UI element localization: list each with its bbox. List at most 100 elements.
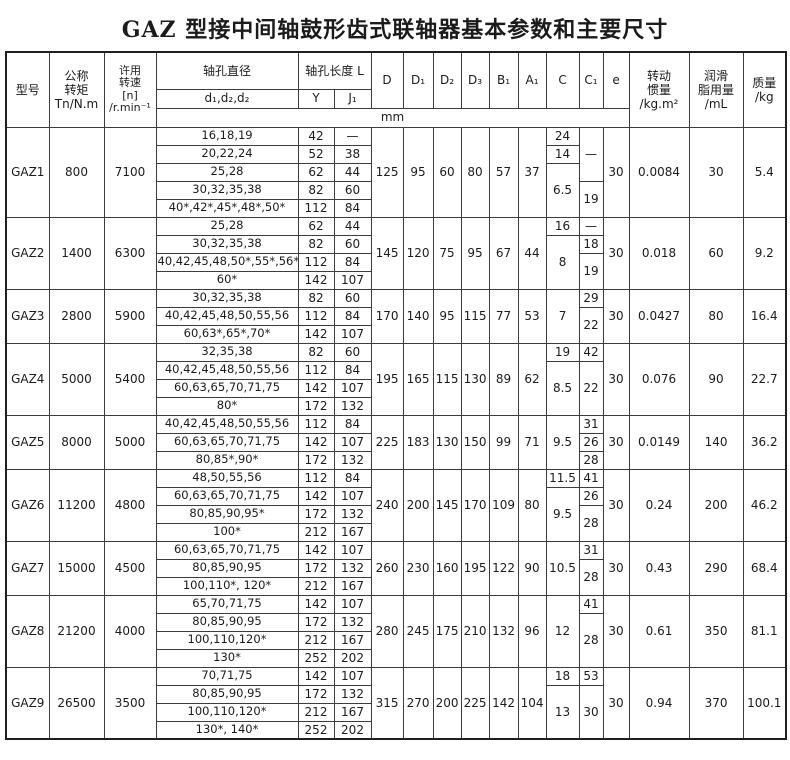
model-cell: GAZ3 [5, 288, 50, 344]
length-j1-cell: 84 [333, 252, 372, 272]
length-y-cell: 112 [297, 468, 335, 488]
model-cell: GAZ4 [5, 342, 50, 416]
dim-D1-cell: 120 [402, 216, 434, 290]
length-j1-cell: 132 [333, 612, 372, 632]
length-y-cell: 212 [297, 522, 335, 542]
table-row: 60,63*,65*,70* 142 107 [6, 324, 786, 344]
col-header-bore-diameter: 轴孔直径 [155, 51, 299, 90]
length-y-cell: 82 [297, 342, 335, 362]
model-cell: GAZ6 [5, 468, 50, 542]
table-row: 80,85,90,95 172 132 28 [6, 558, 786, 596]
length-y-cell: 172 [297, 504, 335, 524]
dim-A1-cell: 71 [517, 414, 547, 470]
dim-D3-cell: 170 [460, 468, 490, 542]
bore-diameter-cell: 60* [155, 270, 299, 290]
length-y-cell: 62 [297, 162, 335, 182]
dim-C1-cell: 31 [578, 540, 604, 560]
length-y-cell: 172 [297, 684, 335, 704]
dim-e-cell: 30 [602, 540, 630, 596]
inertia-cell: 0.0427 [628, 288, 690, 344]
length-y-cell: 252 [297, 648, 335, 668]
table-row: 80,85,90,95 172 132 28 [6, 612, 786, 668]
dim-C-cell: 8 [545, 234, 580, 290]
dim-D2-cell: 130 [432, 414, 462, 470]
bore-diameter-cell: 100,110,120* [155, 630, 299, 650]
bore-diameter-cell: 80,85,90,95 [155, 612, 299, 632]
length-y-cell: 142 [297, 486, 335, 506]
dim-D3-cell: 115 [460, 288, 490, 344]
length-y-cell: 212 [297, 702, 335, 722]
dim-C1-cell: 41 [578, 594, 604, 614]
grease-cell: 370 [688, 666, 744, 740]
parameters-table: 型号 公称 转矩 Tn/N.m 许用 转速 [n] /r.min⁻¹ 轴孔直径 … [5, 51, 788, 740]
torque-cell: 8000 [48, 414, 105, 470]
length-j1-cell: 107 [333, 486, 372, 506]
table-row: 130*, 140* 252 202 [6, 720, 786, 740]
speed-cell: 4000 [103, 594, 157, 668]
dim-e-cell: 30 [602, 342, 630, 416]
length-j1-cell: 132 [333, 684, 372, 704]
length-y-cell: 212 [297, 576, 335, 596]
inertia-cell: 0.94 [628, 666, 690, 740]
table-row: GAZ2 1400 6300 25,28 62 44 145 120 75 95 67 44 16—30… [5, 216, 787, 290]
bore-diameter-cell: 80,85,90,95 [155, 684, 299, 704]
table-row: 100* 212 167 [6, 522, 786, 542]
col-header-A1: A₁ [517, 51, 547, 109]
length-j1-cell: 132 [333, 504, 372, 524]
dim-D3-cell: 210 [460, 594, 490, 668]
col-header-D1: D₁ [402, 51, 434, 109]
length-j1-cell: 202 [333, 720, 372, 740]
bore-diameter-cell: 60,63,65,70,71,75 [155, 378, 299, 398]
length-y-cell: 142 [297, 432, 335, 452]
model-cell: GAZ9 [5, 666, 50, 740]
mass-cell: 100.1 [742, 666, 787, 740]
dim-D1-cell: 200 [402, 468, 434, 542]
col-header-C1: C₁ [578, 51, 604, 109]
length-j1-cell: 60 [333, 234, 372, 254]
dim-C-cell: 9.5 [545, 414, 580, 470]
dim-D-cell: 240 [370, 468, 404, 542]
bore-diameter-cell: 60,63*,65*,70* [155, 324, 299, 344]
table-row: 40,42,45,48,50*,55*,56* 112 84 19 [6, 252, 786, 290]
col-header-mass: 质量 /kg [742, 51, 787, 128]
dim-C1-cell: — [578, 216, 604, 236]
length-y-cell: 172 [297, 558, 335, 578]
dim-D-cell: 195 [370, 342, 404, 416]
dim-C-cell: 24 [545, 126, 580, 146]
table-row: 30,32,35,38 82 60 19 [6, 180, 786, 218]
length-y-cell: 142 [297, 540, 335, 560]
dim-C-cell: 14 [545, 144, 580, 164]
dim-C1-cell: 22 [578, 360, 604, 416]
bore-diameter-cell: 60,63,65,70,71,75 [155, 540, 299, 560]
length-j1-cell: 107 [333, 666, 372, 686]
length-j1-cell: 84 [333, 306, 372, 326]
dim-C-cell: 7 [545, 288, 580, 344]
dim-C1-cell: — [578, 126, 604, 182]
dim-D-cell: 280 [370, 594, 404, 668]
length-y-cell: 112 [297, 306, 335, 326]
length-j1-cell: 107 [333, 432, 372, 452]
dim-D3-cell: 225 [460, 666, 490, 740]
bore-diameter-cell: 60,63,65,70,71,75 [155, 432, 299, 452]
table-header: 型号 公称 转矩 Tn/N.m 许用 转速 [n] /r.min⁻¹ 轴孔直径 … [5, 51, 787, 128]
dim-e-cell: 30 [602, 288, 630, 344]
dim-A1-cell: 53 [517, 288, 547, 344]
dim-C1-cell: 22 [578, 306, 604, 344]
dim-D2-cell: 75 [432, 216, 462, 290]
dim-C1-cell: 30 [578, 684, 604, 740]
mass-cell: 81.1 [742, 594, 787, 668]
length-j1-cell: 60 [333, 288, 372, 308]
bore-diameter-cell: 60,63,65,70,71,75 [155, 486, 299, 506]
speed-cell: 4800 [103, 468, 157, 542]
dim-B1-cell: 142 [488, 666, 519, 740]
dim-D2-cell: 115 [432, 342, 462, 416]
dim-C1-cell: 19 [578, 180, 604, 218]
speed-cell: 5900 [103, 288, 157, 344]
bore-diameter-cell: 40,42,45,48,50*,55*,56* [155, 252, 299, 272]
table-row: GAZ1 800 7100 16,18,19 42—125 95 60 80 57 37 24—30… [5, 126, 787, 218]
bore-diameter-cell: 130*, 140* [155, 720, 299, 740]
dim-B1-cell: 132 [488, 594, 519, 668]
speed-cell: 5000 [103, 414, 157, 470]
length-j1-cell: 132 [333, 450, 372, 470]
dim-C-cell: 19 [545, 342, 580, 362]
